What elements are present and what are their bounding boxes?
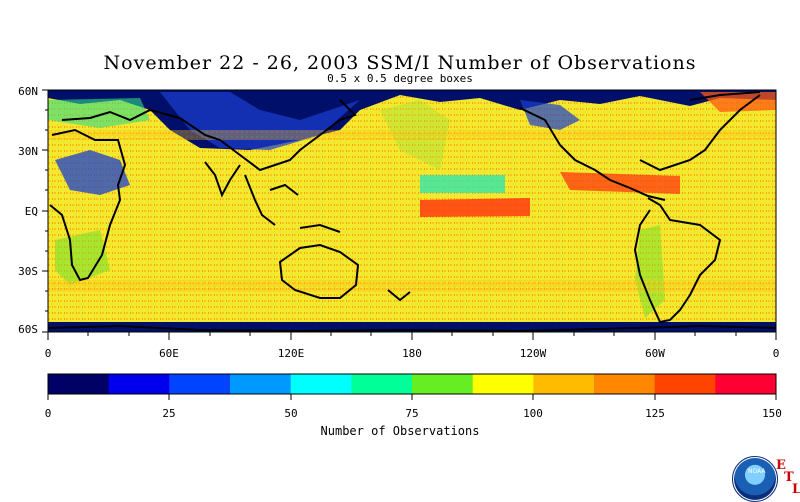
lat-label-60s: 60S [18, 323, 38, 336]
map-title: November 22 - 26, 2003 SSM/I Number of O… [103, 52, 697, 74]
colorbar-tick-100: 100 [523, 407, 543, 420]
observation-field [48, 90, 776, 332]
colorbar-swatch [169, 374, 231, 394]
colorbar-swatches [48, 374, 777, 394]
etl-letter-t: T [784, 470, 794, 485]
colorbar-tick-75: 75 [405, 407, 418, 420]
colorbar-tick-150: 150 [762, 407, 782, 420]
colorbar-swatch [472, 374, 534, 394]
colorbar-swatch [412, 374, 474, 394]
lat-label-60n: 60N [18, 85, 38, 98]
colorbar-swatch [654, 374, 716, 394]
etl-letter-e: E [776, 458, 786, 473]
colorbar-tick-50: 50 [284, 407, 297, 420]
lon-label-0: 0 [45, 347, 52, 360]
colorbar-swatch [230, 374, 292, 394]
noaa-logo [734, 458, 776, 500]
colorbar-tick-125: 125 [645, 407, 665, 420]
colorbar-swatch [351, 374, 413, 394]
colorbar: 0 25 50 75 100 125 150 [45, 373, 782, 420]
colorbar-swatch [290, 374, 352, 394]
colorbar-tick-25: 25 [162, 407, 175, 420]
colorbar-swatch [48, 374, 110, 394]
lon-label-180: 180 [402, 347, 422, 360]
colorbar-swatch [533, 374, 595, 394]
lon-label-60w: 60W [645, 347, 665, 360]
colorbar-swatch [594, 374, 656, 394]
lon-label-120w: 120W [520, 347, 547, 360]
lon-label-60e: 60E [159, 347, 179, 360]
lon-label-0-end: 0 [773, 347, 780, 360]
colorbar-swatch [715, 374, 777, 394]
coastlines [47, 91, 777, 333]
lon-label-120e: 120E [278, 347, 305, 360]
lat-label-30s: 30S [18, 265, 38, 278]
lat-axis: 60N 30N EQ 30S 60S [18, 85, 48, 336]
lat-label-30n: 30N [18, 145, 38, 158]
noaa-logo-text: NOAA [748, 468, 766, 475]
map-subtitle: 0.5 x 0.5 degree boxes [327, 72, 473, 85]
colorbar-tick-0: 0 [45, 407, 52, 420]
etl-letter-l: L [792, 482, 800, 497]
lon-axis: 0 60E 120E 180 120W 60W 0 [45, 332, 780, 360]
lat-label-eq: EQ [25, 205, 38, 218]
colorbar-label: Number of Observations [320, 424, 480, 438]
colorbar-swatch [108, 374, 170, 394]
